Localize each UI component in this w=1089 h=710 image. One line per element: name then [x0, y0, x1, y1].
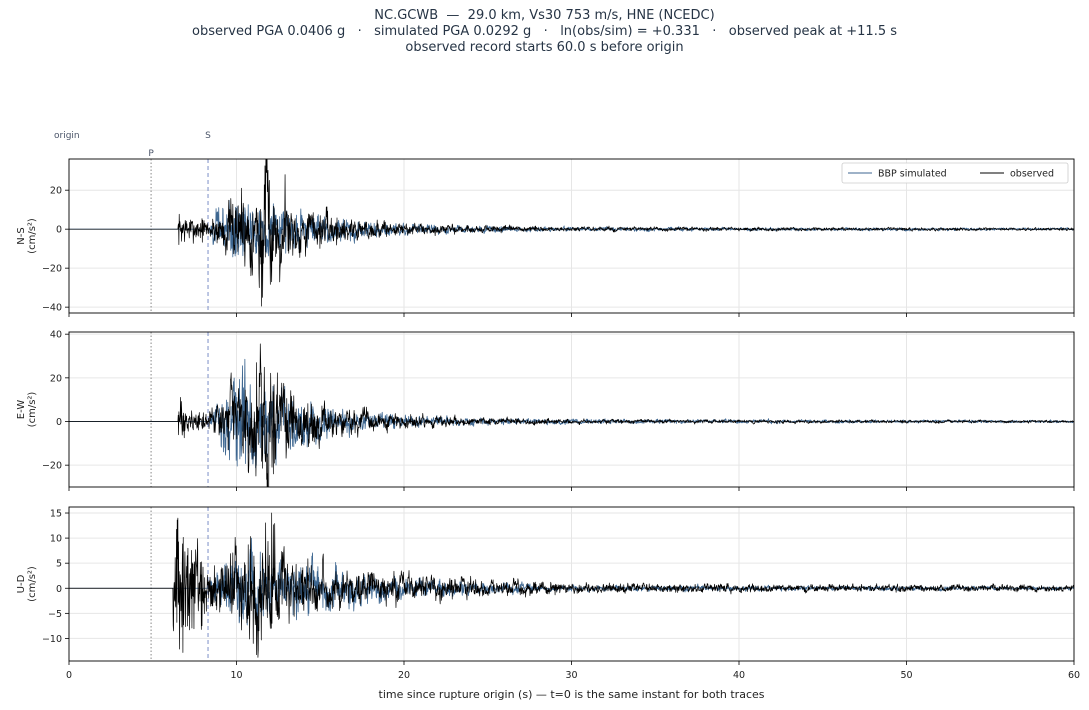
y-tick-label: 0 — [56, 417, 62, 428]
legend-box — [841, 162, 1069, 184]
observed-trace — [69, 512, 1074, 658]
y-tick-label: −20 — [42, 461, 62, 472]
y-tick-label: 5 — [56, 559, 62, 570]
y-axis-label: U-D(cm/s²) — [16, 566, 38, 602]
title-line-pga: observed PGA 0.0406 g · simulated PGA 0.… — [191, 24, 898, 39]
panel-2: −20 0 20 40 E-W(cm/s²) — [16, 330, 1075, 491]
y-tick-label: 20 — [50, 373, 62, 384]
simulated-trace — [69, 358, 1074, 469]
y-axis-label: N-S(cm/s²) — [16, 218, 38, 254]
observed-trace — [69, 159, 1074, 307]
y-tick-label: 15 — [50, 509, 62, 520]
y-tick-label: 0 — [56, 225, 62, 236]
figure-title: NC.GCWB — 29.0 km, Vs30 753 m/s, HNE (NC… — [0, 8, 1089, 56]
y-axis-label: E-W(cm/s²) — [16, 392, 38, 428]
x-tick-label: 20 — [398, 670, 410, 681]
x-tick-label: 0 — [66, 670, 72, 681]
y-tick-label: 20 — [50, 186, 62, 197]
legend: BBP simulated observed — [841, 162, 1069, 184]
legend-label-simulated: BBP simulated — [878, 169, 947, 180]
x-tick-label: 40 — [733, 670, 745, 681]
x-axis-label: time since rupture origin (s) — t=0 is t… — [379, 688, 765, 701]
observed-trace — [69, 343, 1074, 487]
y-tick-label: −40 — [42, 303, 62, 314]
y-tick-label: −10 — [42, 634, 62, 645]
panel-1: −40 −20 0 20 N-S(cm/s²) — [16, 158, 1075, 317]
y-tick-label: 40 — [50, 330, 62, 341]
y-tick-label: −5 — [48, 609, 62, 620]
y-tick-label: 0 — [56, 584, 62, 595]
title-line-station: NC.GCWB — 29.0 km, Vs30 753 m/s, HNE (NC… — [374, 8, 715, 23]
title-line-record-start: observed record starts 60.0 s before ori… — [405, 40, 684, 55]
legend-label-observed: observed — [1010, 169, 1054, 180]
panel-3: −10 −5 0 5 10 15 U-D(cm/s²) — [16, 506, 1075, 665]
marker-label-s: S — [205, 131, 211, 141]
x-tick-label: 60 — [1068, 670, 1080, 681]
x-tick-label: 30 — [565, 670, 577, 681]
x-tick-label: 50 — [900, 670, 912, 681]
marker-label-origin: origin — [54, 131, 80, 141]
y-tick-label: 10 — [50, 534, 62, 545]
y-tick-label: −20 — [42, 264, 62, 275]
x-tick-label: 10 — [230, 670, 242, 681]
marker-label-p: P — [148, 149, 154, 159]
